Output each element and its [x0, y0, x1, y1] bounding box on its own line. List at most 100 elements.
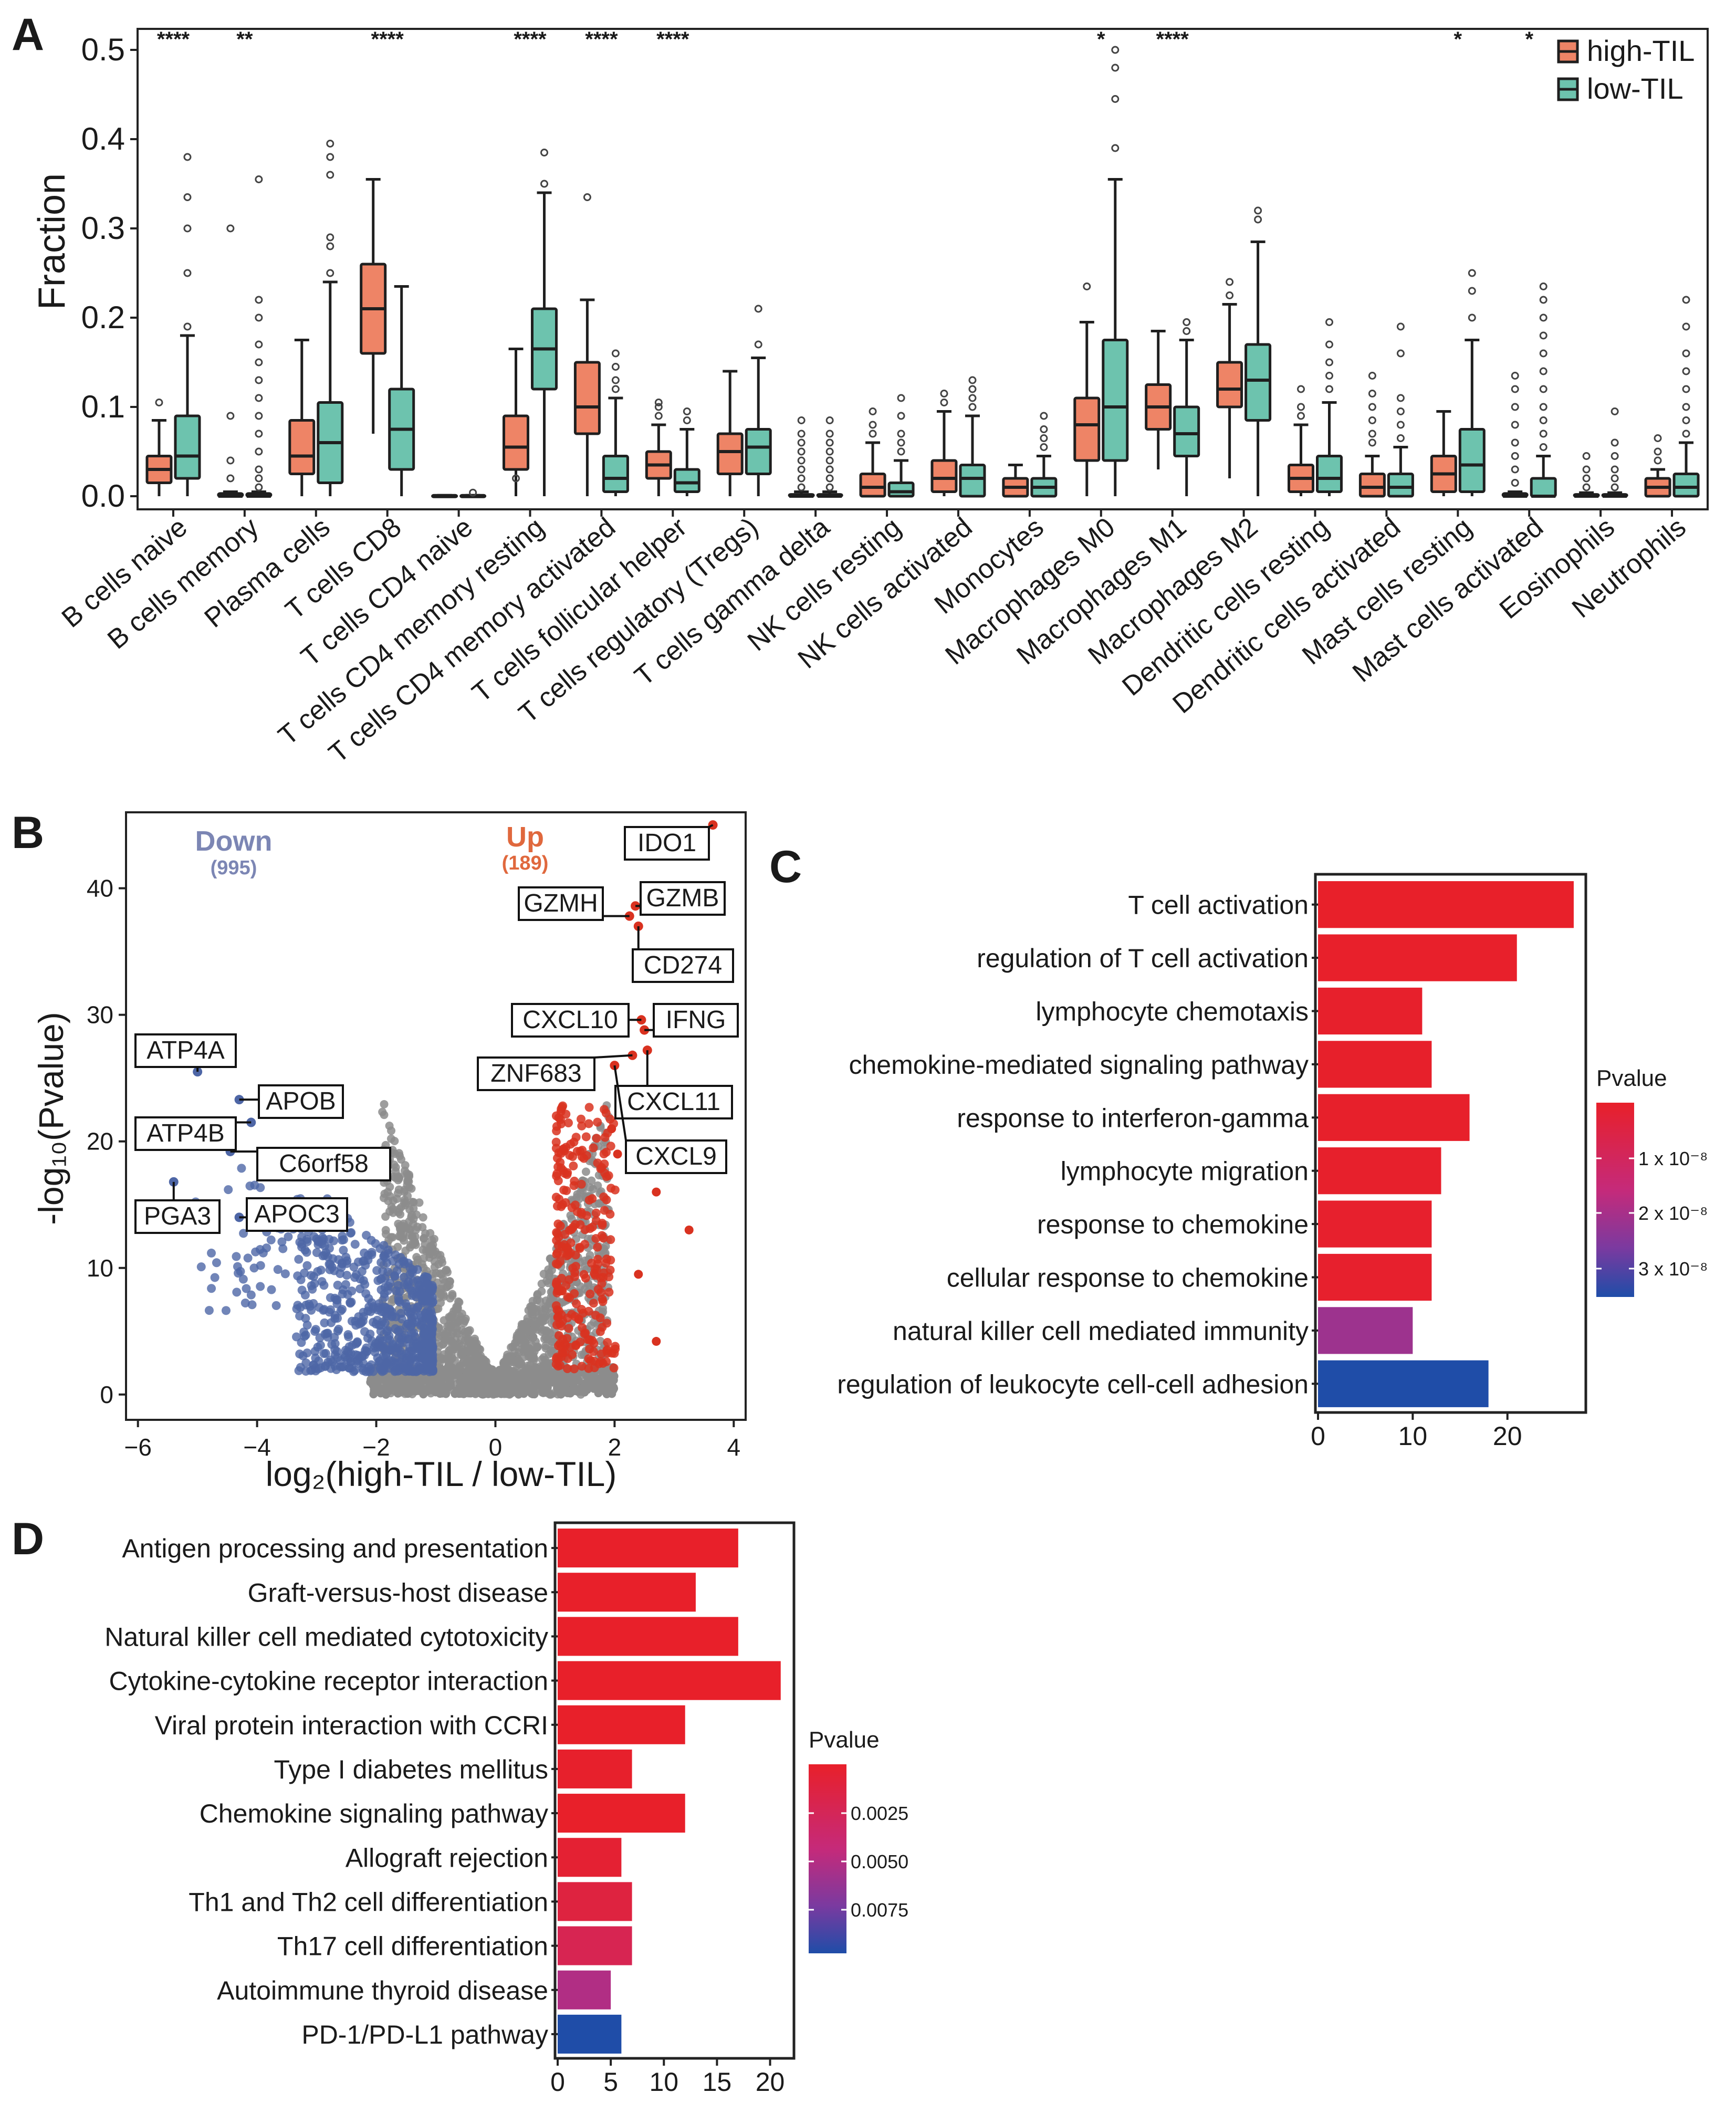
- outlier-point: [326, 140, 334, 148]
- outlier-point: [255, 483, 263, 491]
- outlier-point: [825, 430, 834, 438]
- volcano-point-down: [210, 1273, 219, 1282]
- d-x-tick-label: 0: [550, 2067, 565, 2097]
- outlier-point: [183, 224, 192, 233]
- outlier-point: [797, 430, 806, 438]
- volcano-point-ns: [393, 1242, 402, 1251]
- volcano-point-down: [204, 1306, 214, 1315]
- volcano-point-ns: [436, 1299, 445, 1307]
- d-x-tick-label: 20: [756, 2067, 785, 2097]
- volcano-point-up: [600, 1105, 609, 1114]
- volcano-point-down: [376, 1326, 385, 1336]
- outlier-point: [255, 340, 263, 349]
- outlier-point: [1511, 438, 1519, 447]
- volcano-point-down: [238, 1274, 248, 1284]
- volcano-point-down: [350, 1240, 360, 1249]
- volcano-point-ns: [587, 1176, 596, 1185]
- volcano-point-up: [595, 1313, 605, 1323]
- outlier-point: [1682, 367, 1690, 375]
- volcano-point-up: [684, 1225, 694, 1234]
- volcano-point-ns: [402, 1223, 411, 1232]
- volcano-point-ns: [406, 1240, 415, 1249]
- volcano-point-ns: [600, 1369, 609, 1378]
- gene-label-ido1: IDO1: [624, 824, 714, 861]
- volcano-point-down: [337, 1263, 346, 1272]
- outlier-point: [968, 385, 977, 393]
- volcano-point-up: [556, 1221, 565, 1231]
- volcano-point-ns: [400, 1166, 409, 1175]
- outlier-point: [797, 438, 806, 447]
- volcano-point-down: [414, 1288, 424, 1297]
- volcano-point-down: [343, 1330, 353, 1339]
- volcano-point-down: [351, 1316, 360, 1326]
- gene-label-text: CXCL9: [635, 1143, 717, 1170]
- outlier-point: [1368, 430, 1376, 438]
- volcano-point-ns: [546, 1390, 555, 1399]
- volcano-point-ns: [412, 1382, 421, 1391]
- gene-label-text: CD274: [644, 951, 722, 979]
- panel-b-down-count: (995): [211, 857, 257, 879]
- volcano-point-down: [313, 1237, 323, 1247]
- d-bar: [558, 1529, 738, 1568]
- outlier-point: [183, 322, 192, 331]
- volcano-point-ns: [380, 1111, 389, 1119]
- volcano-point-up: [598, 1294, 607, 1304]
- significance-marker: ****: [514, 28, 547, 51]
- volcano-point-up: [558, 1348, 568, 1358]
- volcano-point-down: [296, 1363, 305, 1372]
- gene-label-box: [134, 1033, 237, 1068]
- b-x-tick-label: −4: [243, 1433, 270, 1461]
- volcano-point-ns: [423, 1387, 432, 1396]
- panel-c-colorbar: [1596, 1103, 1634, 1297]
- box-low-til: [1173, 318, 1200, 496]
- volcano-point-down: [256, 1282, 265, 1291]
- gene-label-apoc3: APOC3: [239, 1197, 348, 1232]
- volcano-point-down: [413, 1265, 422, 1274]
- outlier-point: [897, 430, 905, 438]
- box-low-til: [1387, 322, 1414, 498]
- outlier-point: [754, 305, 762, 313]
- volcano-point-ns: [436, 1379, 445, 1388]
- volcano-point-up: [602, 1357, 611, 1366]
- volcano-point-down: [251, 1247, 260, 1257]
- volcano-point-down: [325, 1307, 334, 1317]
- box-high-til: [360, 178, 387, 434]
- outlier-point: [1040, 434, 1048, 442]
- volcano-point-up: [593, 1284, 603, 1294]
- outlier-point: [1325, 340, 1333, 349]
- outlier-point: [1368, 390, 1376, 397]
- box-high-til: [503, 348, 529, 496]
- box-low-til: [1530, 282, 1557, 498]
- volcano-point-ns: [503, 1351, 512, 1359]
- volcano-point-down: [342, 1271, 351, 1280]
- volcano-point-down: [405, 1364, 414, 1373]
- gene-label-text: CXCL10: [522, 1006, 618, 1034]
- outlier-point: [1582, 483, 1591, 491]
- volcano-point-ns: [580, 1262, 589, 1271]
- volcano-point-up: [593, 1158, 602, 1168]
- gene-label-box: [134, 1199, 221, 1234]
- box-low-til: [531, 149, 558, 496]
- gene-label-box: [134, 1116, 237, 1151]
- volcano-point-down: [395, 1338, 404, 1348]
- outlier-point: [1582, 452, 1591, 460]
- outlier-point: [1511, 465, 1519, 474]
- panel-d-kegg-bars: Antigen processing and presentation Graft…: [104, 1521, 908, 2097]
- d-category-label: Autoimmune thyroid disease: [217, 1976, 548, 2005]
- d-x-tick-label: 10: [649, 2067, 678, 2097]
- volcano-point-ns: [470, 1344, 479, 1353]
- c-category-label: lymphocyte migration: [1061, 1157, 1309, 1186]
- volcano-point-up: [563, 1364, 572, 1373]
- gene-label-ifng: IFNG: [644, 1003, 739, 1038]
- box-high-til: [859, 407, 886, 498]
- volcano-point-down: [420, 1338, 429, 1348]
- c-bar: [1318, 987, 1423, 1035]
- outlier-point: [1511, 479, 1519, 487]
- panel-d-colorbar: [809, 1764, 846, 1953]
- box-high-til: [145, 399, 173, 496]
- volcano-point-ns: [392, 1195, 401, 1203]
- outlier-point: [754, 340, 762, 349]
- volcano-point-up: [577, 1362, 587, 1371]
- outlier-point: [1111, 144, 1120, 152]
